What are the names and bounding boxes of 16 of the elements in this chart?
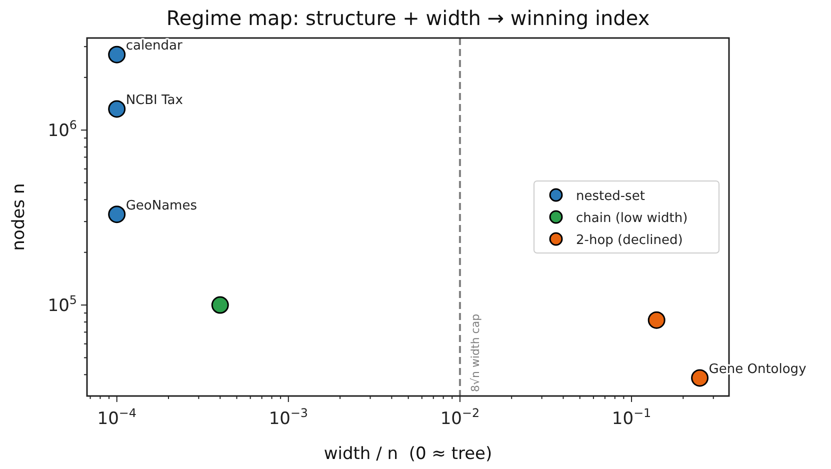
- legend-label: 2-hop (declined): [576, 233, 683, 248]
- y-axis-title: nodes n: [9, 183, 29, 251]
- y-tick-label: 10$^{6}$: [48, 118, 77, 142]
- data-label: calendar: [126, 38, 184, 54]
- chart-title: Regime map: structure + width → winning index: [166, 6, 650, 30]
- legend-label: chain (low width): [576, 211, 688, 226]
- y-tick-label: 10$^{5}$: [48, 293, 77, 316]
- data-label: NCBI Tax: [126, 92, 184, 108]
- x-tick-label: 10$^{−2}$: [440, 406, 480, 429]
- x-tick-label: 10$^{−3}$: [268, 406, 308, 429]
- legend-label: nested-set: [576, 189, 645, 204]
- ref-line-label: 8√n width cap: [468, 314, 482, 392]
- x-tick-label: 10$^{−4}$: [97, 406, 136, 429]
- data-label: GeoNames: [126, 198, 198, 214]
- x-tick-label: 10$^{−1}$: [612, 406, 652, 429]
- x-axis-title: width / n (0 ≈ tree): [324, 444, 492, 464]
